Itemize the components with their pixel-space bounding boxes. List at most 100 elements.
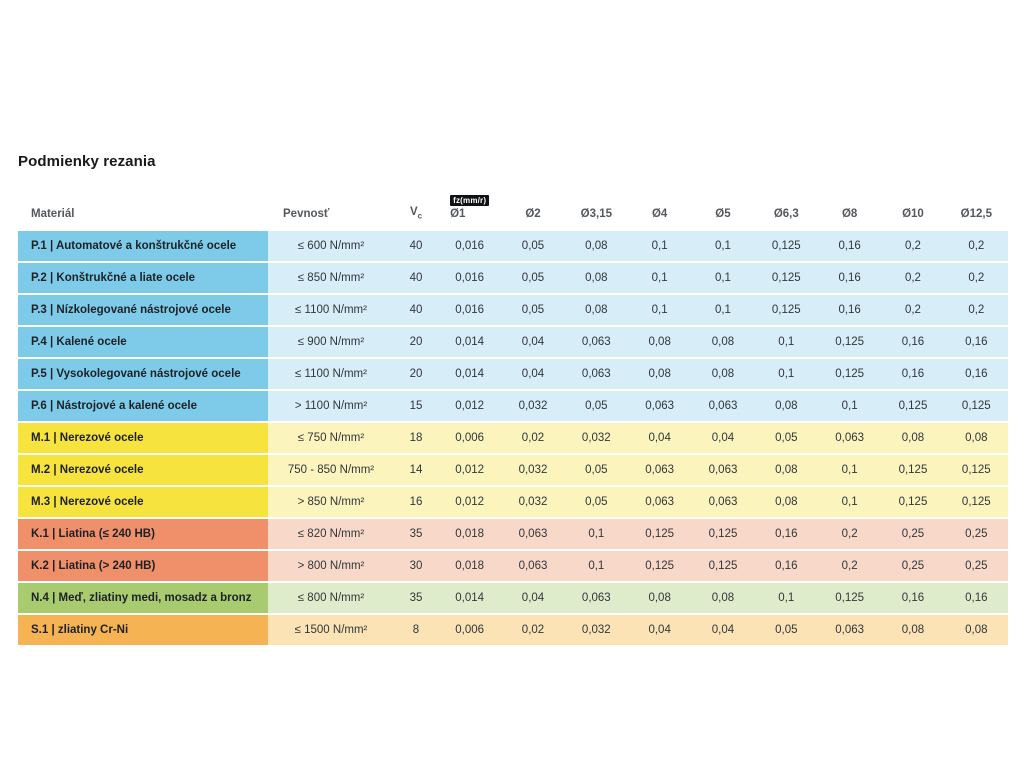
fz-cell-m1-d5: 0,04 [691,423,755,453]
fz-cell-m2-d5: 0,063 [691,455,755,485]
fz-cell-m3-d7: 0,1 [817,487,882,517]
fz-cell-m3-d4: 0,063 [627,487,692,517]
fz-cell-m1-d3: 0,032 [564,423,628,453]
column-header-d7: Ø8 [841,208,858,220]
fz-cell-p2-d9: 0,2 [944,263,1008,293]
material-cell-n4: N.4 | Meď, zliatiny medi, mosadz a bronz [18,583,268,613]
table-row-k1: K.1 | Liatina (≤ 240 HB) ≤ 820 N/mm² 35 0,0… [18,519,1008,549]
fz-cell-k1-d1: 0,018 [438,519,502,549]
fz-cell-m3-d1: 0,012 [438,487,502,517]
vc-symbol: V [409,205,418,218]
column-header-d3: Ø3,15 [580,208,612,220]
vc-cell-k2: 30 [394,551,438,581]
fz-cell-p6-d7: 0,1 [817,391,882,421]
table-row-k2: K.2 | Liatina (> 240 HB) > 800 N/mm² 30 0,0… [18,551,1008,581]
vc-cell-k1: 35 [394,519,438,549]
fz-cell-n4-d8: 0,16 [881,583,945,613]
fz-header-group: fz(mm/r) Ø1 [450,194,490,221]
fz-cell-p6-d5: 0,063 [691,391,755,421]
material-cell-p6: P.6 | Nástrojové a kalené ocele [18,391,268,421]
fz-cell-n4-d5: 0,08 [691,583,755,613]
fz-cell-p5-d7: 0,125 [817,359,882,389]
fz-cell-p2-d1: 0,016 [438,263,502,293]
vc-cell-s1: 8 [394,615,438,645]
fz-cell-p1-d6: 0,125 [754,231,818,261]
fz-cell-k2-d3: 0,1 [564,551,628,581]
fz-cell-p6-d1: 0,012 [438,391,502,421]
fz-cell-p1-d4: 0,1 [627,231,692,261]
fz-cell-k2-d2: 0,063 [501,551,565,581]
vc-cell-m1: 18 [394,423,438,453]
column-header-material: Materiál [31,208,75,220]
fz-cell-k2-d5: 0,125 [691,551,755,581]
fz-cell-p2-d4: 0,1 [627,263,692,293]
fz-cell-m3-d8: 0,125 [881,487,945,517]
table-row-p5: P.5 | Vysokolegované nástrojové ocele ≤ 1… [18,359,1008,389]
vc-cell-m2: 14 [394,455,438,485]
fz-cell-m1-d7: 0,063 [817,423,882,453]
table-row-p6: P.6 | Nástrojové a kalené ocele > 1100 N/… [18,391,1008,421]
fz-cell-p3-d9: 0,2 [944,295,1008,325]
fz-cell-m1-d9: 0,08 [944,423,1008,453]
fz-cell-s1-d5: 0,04 [691,615,755,645]
fz-cell-p1-d9: 0,2 [944,231,1008,261]
fz-cell-p3-d6: 0,125 [754,295,818,325]
fz-cell-s1-d2: 0,02 [501,615,565,645]
fz-cell-m1-d2: 0,02 [501,423,565,453]
pevnost-cell-k1: ≤ 820 N/mm² [268,519,394,549]
vc-cell-p4: 20 [394,327,438,357]
fz-cell-k1-d8: 0,25 [881,519,945,549]
fz-cell-p4-d8: 0,16 [881,327,945,357]
fz-cell-k1-d2: 0,063 [501,519,565,549]
vc-cell-p5: 20 [394,359,438,389]
material-cell-m3: M.3 | Nerezové ocele [18,487,268,517]
fz-cell-k1-d9: 0,25 [944,519,1008,549]
fz-cell-p6-d4: 0,063 [627,391,692,421]
table-row-m2: M.2 | Nerezové ocele 750 - 850 N/mm² 14 0,0… [18,455,1008,485]
fz-cell-p2-d5: 0,1 [691,263,755,293]
fz-cell-p6-d9: 0,125 [944,391,1008,421]
material-cell-p1: P.1 | Automatové a konštrukčné ocele [18,231,268,261]
fz-cell-k2-d6: 0,16 [754,551,818,581]
fz-cell-m3-d2: 0,032 [501,487,565,517]
fz-cell-m2-d8: 0,125 [881,455,945,485]
fz-cell-p4-d4: 0,08 [627,327,692,357]
fz-cell-k1-d3: 0,1 [564,519,628,549]
fz-cell-m3-d9: 0,125 [944,487,1008,517]
column-header-pevnost: Pevnosť [283,208,330,220]
fz-cell-p5-d5: 0,08 [691,359,755,389]
vc-cell-p1: 40 [394,231,438,261]
pevnost-cell-k2: > 800 N/mm² [268,551,394,581]
fz-cell-s1-d4: 0,04 [627,615,692,645]
fz-cell-k2-d8: 0,25 [881,551,945,581]
material-cell-p3: P.3 | Nízkolegované nástrojové ocele [18,295,268,325]
fz-cell-p5-d1: 0,014 [438,359,502,389]
fz-cell-k1-d7: 0,2 [817,519,882,549]
fz-cell-p3-d2: 0,05 [501,295,565,325]
fz-cell-p2-d7: 0,16 [817,263,882,293]
vc-cell-n4: 35 [394,583,438,613]
fz-cell-p5-d9: 0,16 [944,359,1008,389]
fz-cell-m1-d8: 0,08 [881,423,945,453]
fz-cell-n4-d3: 0,063 [564,583,628,613]
fz-cell-k2-d7: 0,2 [817,551,882,581]
fz-cell-m2-d2: 0,032 [501,455,565,485]
fz-cell-n4-d2: 0,04 [501,583,565,613]
fz-cell-p3-d7: 0,16 [817,295,882,325]
fz-cell-p2-d6: 0,125 [754,263,818,293]
material-cell-s1: S.1 | zliatiny Cr-Ni [18,615,268,645]
table-row-s1: S.1 | zliatiny Cr-Ni ≤ 1500 N/mm² 8 0,006 0,… [18,615,1008,645]
column-header-d8: Ø10 [902,208,924,220]
fz-cell-m2-d3: 0,05 [564,455,628,485]
fz-cell-p3-d4: 0,1 [627,295,692,325]
table-row-n4: N.4 | Meď, zliatiny medi, mosadz a bronz… [18,583,1008,613]
fz-cell-p5-d3: 0,063 [564,359,628,389]
fz-cell-n4-d6: 0,1 [754,583,818,613]
fz-cell-m2-d4: 0,063 [627,455,692,485]
fz-cell-p6-d3: 0,05 [564,391,628,421]
pevnost-cell-p3: ≤ 1100 N/mm² [268,295,394,325]
fz-cell-m2-d1: 0,012 [438,455,502,485]
fz-cell-p6-d8: 0,125 [881,391,945,421]
table-row-m1: M.1 | Nerezové ocele ≤ 750 N/mm² 18 0,006 0,… [18,423,1008,453]
